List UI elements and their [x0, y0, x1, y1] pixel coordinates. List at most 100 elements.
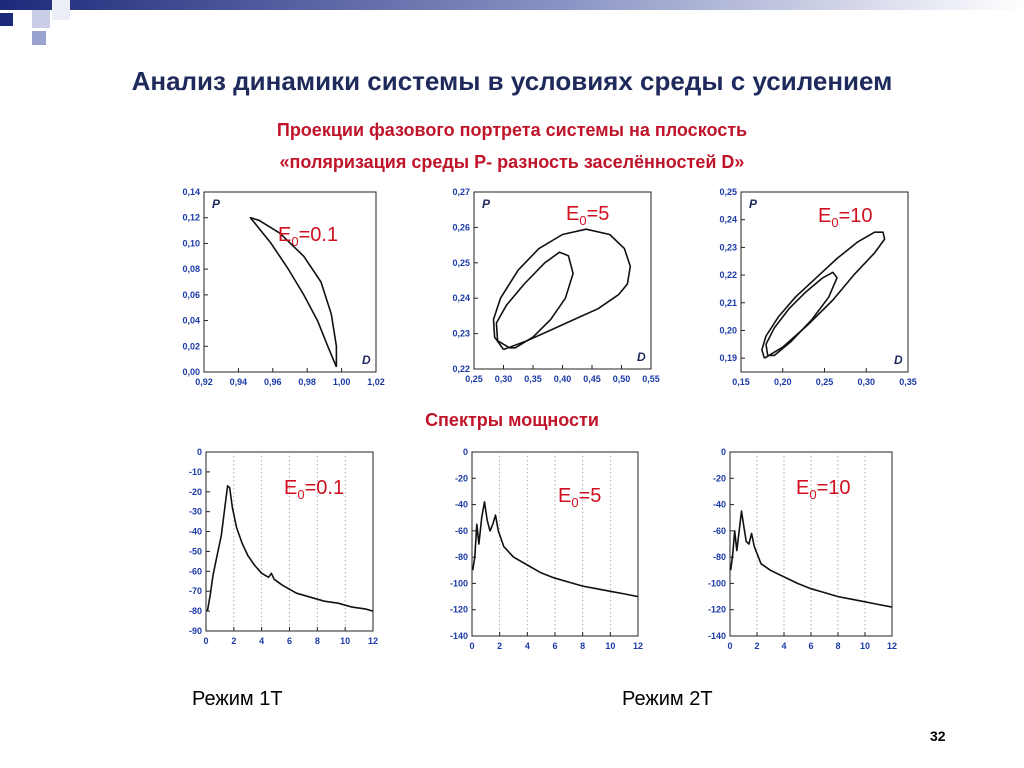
spec3-y-tick-label: -60	[713, 526, 726, 536]
spec3-y-tick-label: -100	[708, 578, 726, 588]
phase1-x-tick-label: 0,94	[230, 377, 248, 387]
spec3-y-tick-label: -120	[708, 605, 726, 615]
phase1-y-tick-label: 0,04	[182, 316, 200, 326]
spec1-x-tick-label: 8	[315, 636, 320, 646]
spec3-x-tick-label: 10	[860, 641, 870, 651]
spec1-y-tick-label: -40	[189, 527, 202, 537]
spec3-parameter-label: E0=10	[796, 477, 851, 502]
phase2-y-tick-label: 0,26	[452, 222, 470, 232]
page-number: 32	[930, 728, 946, 744]
phase1-y-tick-label: 0,14	[182, 187, 200, 197]
spec3-x-tick-label: 8	[835, 641, 840, 651]
phase2-x-tick-label: 0,55	[642, 374, 660, 384]
spec1-x-tick-label: 6	[287, 636, 292, 646]
spec2-x-tick-label: 8	[580, 641, 585, 651]
phase3-x-tick-label: 0,30	[857, 377, 875, 387]
spec3-x-tick-label: 12	[887, 641, 897, 651]
spectra-title: Спектры мощности	[425, 410, 599, 430]
phase2-y-axis-label: P	[482, 197, 491, 211]
phase2-svg: 0,25 0,30 0,35 0,40 0,45 0,50 0,55 0,22 0,23 0,24…	[452, 187, 660, 384]
phase1-series-0-line	[249, 216, 338, 368]
spec3-x-tick-label: 4	[781, 641, 786, 651]
phase3-x-tick-label: 0,25	[816, 377, 834, 387]
spec1-svg: 0 2 4 6 8 10 12 0 -10 -20 -30 -40 -50 -60 -70 -80 -90 E0=…	[189, 447, 378, 646]
phase2-x-tick-label: 0,50	[613, 374, 631, 384]
spec2-svg: 0 2 4 6 8 10 12 0 -20 -40 -60 -80 -100 -120 -140 E0=5	[450, 447, 643, 651]
spec2-x-tick-label: 6	[552, 641, 557, 651]
spec1-y-tick-label: 0	[197, 447, 202, 457]
phase2-x-tick-label: 0,25	[465, 374, 483, 384]
spec1-y-tick-label: -50	[189, 546, 202, 556]
mode-label-2t: Режим 2T	[622, 688, 713, 710]
phase2-y-tick-label: 0,23	[452, 329, 470, 339]
spec2-x-tick-label: 0	[469, 641, 474, 651]
phase1-svg: 0,92 0,94 0,96 0,98 1,00 1,02 0,00 0,02 0,04 0,06…	[182, 187, 384, 387]
phase3-y-tick-label: 0,19	[719, 353, 737, 363]
spec3-y-tick-label: -80	[713, 552, 726, 562]
spec1-y-tick-label: -20	[189, 487, 202, 497]
phase3-y-tick-label: 0,20	[719, 325, 737, 335]
phase1-x-tick-label: 1,00	[333, 377, 351, 387]
spec1-x-tick-label: 10	[340, 636, 350, 646]
phase3-svg: 0,15 0,20 0,25 0,30 0,35 0,19 0,20 0,21 0,22 0,23…	[719, 187, 916, 387]
phase2-series-outer-line	[492, 228, 632, 351]
phase1-y-tick-label: 0,08	[182, 264, 200, 274]
spec1-x-tick-label: 0	[203, 636, 208, 646]
phase-portrait-chart-3: 0,15 0,20 0,25 0,30 0,35 0,19 0,20 0,21 0,22 0,23…	[703, 186, 918, 396]
spec1-parameter-label: E0=0.1	[284, 477, 344, 502]
spec2-y-tick-label: -140	[450, 631, 468, 641]
phase3-series-inner-line	[765, 271, 838, 357]
power-spectrum-chart-1: 0 2 4 6 8 10 12 0 -10 -20 -30 -40 -50 -60 -70 -80 -90 E0=…	[176, 446, 381, 651]
phase1-y-tick-label: 0,10	[182, 238, 200, 248]
phase3-x-axis-label: D	[894, 353, 903, 367]
phase3-y-tick-label: 0,25	[719, 187, 737, 197]
spec2-x-tick-label: 4	[525, 641, 530, 651]
header-decoration	[0, 0, 1024, 45]
slide-title: Анализ динамики системы в условиях среды…	[131, 66, 893, 96]
spec2-y-tick-label: -100	[450, 578, 468, 588]
spec1-x-tick-label: 4	[259, 636, 264, 646]
spec2-y-tick-label: -20	[455, 473, 468, 483]
phase2-x-tick-label: 0,45	[583, 374, 601, 384]
subtitle-line-1: Проекции фазового портрета системы на пл…	[276, 120, 748, 140]
phase2-y-tick-label: 0,24	[452, 293, 470, 303]
spec2-x-tick-label: 2	[497, 641, 502, 651]
phase2-x-axis-label: D	[637, 350, 646, 364]
phase1-y-axis-label: P	[212, 197, 221, 211]
spec2-y-tick-label: -60	[455, 526, 468, 536]
phase1-x-tick-label: 0,92	[195, 377, 213, 387]
phase2-y-tick-label: 0,27	[452, 187, 470, 197]
spec2-series-0-line	[471, 501, 639, 598]
phase-portrait-chart-2: 0,25 0,30 0,35 0,40 0,45 0,50 0,55 0,22 0,23 0,24…	[436, 186, 661, 391]
phase2-series-inner-line	[495, 251, 574, 349]
spec3-y-tick-label: -20	[713, 473, 726, 483]
spec2-x-tick-label: 12	[633, 641, 643, 651]
phase3-parameter-label: E0=10	[818, 205, 873, 230]
spec2-y-tick-label: -80	[455, 552, 468, 562]
phase3-x-tick-label: 0,20	[774, 377, 792, 387]
phase3-x-tick-label: 0,15	[732, 377, 750, 387]
spec2-x-tick-label: 10	[605, 641, 615, 651]
spec1-x-tick-label: 12	[368, 636, 378, 646]
phase1-x-axis-label: D	[362, 353, 371, 367]
spec2-y-tick-label: -40	[455, 500, 468, 510]
phase1-x-tick-label: 0,96	[264, 377, 282, 387]
spec3-series-0-line	[729, 510, 893, 608]
spec3-x-tick-label: 0	[727, 641, 732, 651]
phase1-y-tick-label: 0,12	[182, 213, 200, 223]
phase1-y-tick-label: 0,00	[182, 367, 200, 377]
phase1-x-tick-label: 0,98	[298, 377, 316, 387]
spec1-y-tick-label: -30	[189, 507, 202, 517]
spec1-y-tick-label: -80	[189, 606, 202, 616]
spec2-parameter-label: E0=5	[558, 485, 601, 510]
spec3-svg: 0 2 4 6 8 10 12 0 -20 -40 -60 -80 -100 -120 -140 E0=10	[708, 447, 897, 651]
phase3-plot-frame	[740, 191, 909, 373]
spec1-y-tick-label: -70	[189, 586, 202, 596]
phase3-y-tick-label: 0,22	[719, 270, 737, 280]
phase2-x-tick-label: 0,30	[495, 374, 513, 384]
phase1-y-tick-label: 0,06	[182, 290, 200, 300]
phase2-y-tick-label: 0,22	[452, 364, 470, 374]
spec2-y-tick-label: -120	[450, 605, 468, 615]
spec1-y-tick-label: -90	[189, 626, 202, 636]
phase2-x-tick-label: 0,40	[554, 374, 572, 384]
